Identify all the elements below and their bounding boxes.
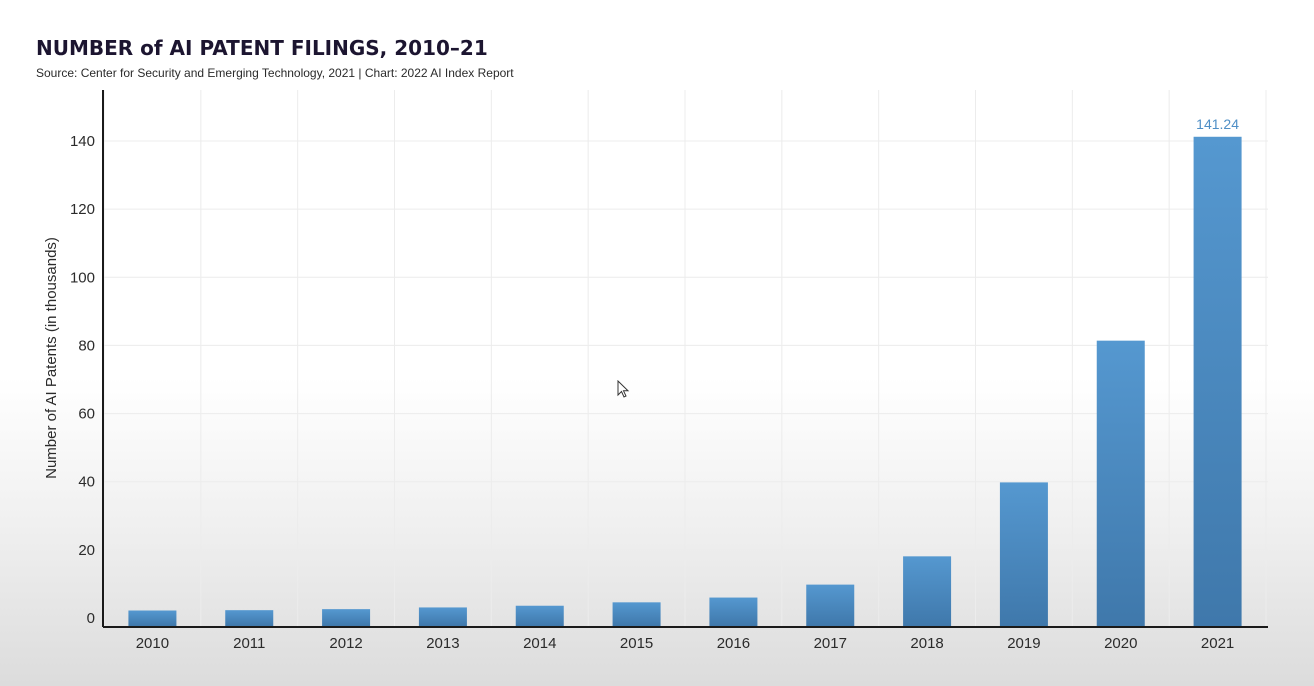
bar-2014: [515, 605, 564, 626]
y-tick-label: 0: [87, 610, 95, 627]
x-tick-label: 2021: [1201, 635, 1234, 652]
y-tick-label: 80: [78, 337, 95, 354]
bar-2016: [709, 597, 758, 626]
bar-2019: [999, 482, 1048, 626]
bar-2017: [806, 584, 855, 626]
x-tick-label: 2014: [523, 635, 556, 652]
bar-2018: [903, 556, 952, 626]
y-tick-label: 140: [70, 133, 95, 150]
x-tick-label: 2013: [426, 635, 459, 652]
bar-2015: [612, 602, 661, 626]
data-label: 141.24: [1196, 116, 1239, 132]
chart-subtitle: Source: Center for Security and Emerging…: [36, 66, 514, 80]
bar-2011: [225, 610, 274, 626]
x-tick-label: 2010: [136, 635, 169, 652]
grid: [103, 90, 1268, 627]
y-tick-label: 100: [70, 269, 95, 286]
x-tick-label: 2011: [233, 635, 265, 652]
bar-2013: [418, 607, 467, 626]
x-tick-label: 2016: [717, 635, 750, 652]
bar-2010: [128, 610, 177, 626]
x-tick-label: 2015: [620, 635, 653, 652]
bar-2020: [1096, 340, 1145, 626]
bars: [128, 136, 1242, 626]
y-tick-label: 20: [78, 542, 95, 559]
y-tick-label: 40: [78, 474, 95, 491]
y-tick-label: 120: [70, 201, 95, 218]
x-tick-label: 2019: [1007, 635, 1040, 652]
x-tick-label: 2020: [1104, 635, 1137, 652]
x-tick-label: 2012: [329, 635, 362, 652]
x-tick-label: 2018: [910, 635, 943, 652]
y-tick-label: 60: [78, 406, 95, 423]
mouse-cursor-icon: [617, 380, 630, 398]
bar-2021: [1193, 136, 1242, 626]
y-axis-label: Number of AI Patents (in thousands): [43, 237, 60, 479]
bar-2012: [322, 609, 371, 626]
labels: 0 20 40 60 80 100 120 140 2010 2011 2012 2013 2014 20…: [43, 116, 1239, 652]
chart-title: NUMBER of AI PATENT FILINGS, 2010–21: [36, 36, 488, 60]
axes: [102, 90, 1268, 628]
x-tick-label: 2017: [814, 635, 847, 652]
